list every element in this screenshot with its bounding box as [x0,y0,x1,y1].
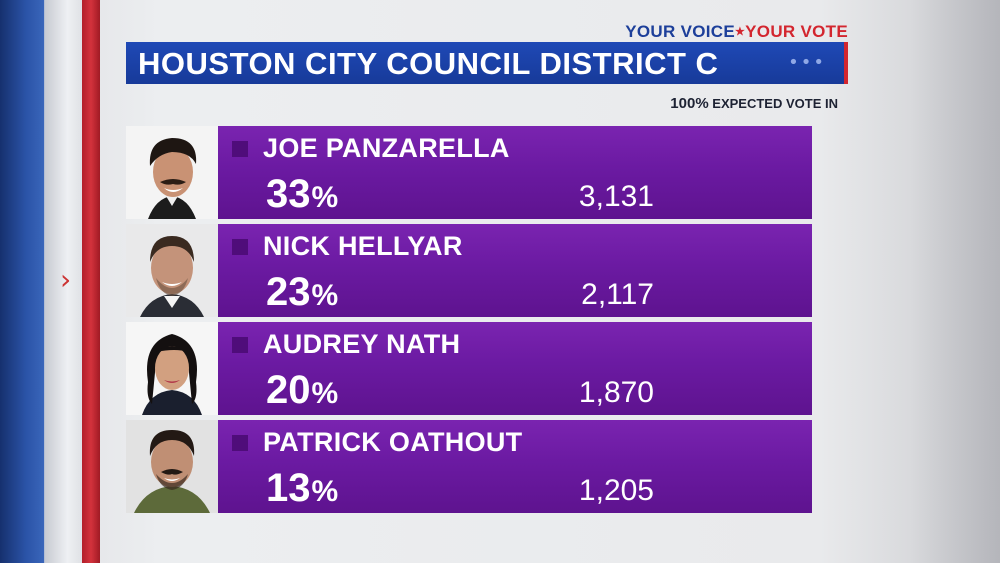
avatar-icon [126,224,218,317]
percent-sign: % [311,279,339,312]
expected-vote-label: EXPECTED VOTE IN [712,96,838,111]
candidate-votes: 1,205 [578,474,654,507]
candidate-votes: 3,131 [578,180,654,213]
candidate-votes: 2,117 [581,278,654,311]
party-swatch [232,337,248,353]
chevron-right-icon: › [60,263,72,296]
title-bar: HOUSTON CITY COUNCIL DISTRICT C ••• [126,42,848,84]
avatar-icon [126,420,218,513]
slogan-vote: YOUR VOTE [745,22,848,41]
candidate-bar: JOE PANZARELLA 33% 3,131 [218,126,812,219]
candidate-photo [126,322,218,415]
candidate-bar: AUDREY NATH 20% 1,870 [218,322,812,415]
party-swatch [232,239,248,255]
candidate-bar: NICK HELLYAR 23% 2,117 [218,224,812,317]
candidate-percent: 23% [266,270,338,315]
party-swatch [232,141,248,157]
candidate-name: JOE PANZARELLA [263,133,510,163]
candidate-name: PATRICK OATHOUT [263,427,523,457]
candidate-percent: 13% [266,466,338,511]
candidate-row: AUDREY NATH 20% 1,870 [126,322,812,415]
dots-icon: ••• [788,52,826,73]
avatar-icon [126,126,218,219]
candidate-votes: 1,870 [578,376,654,409]
candidate-row: NICK HELLYAR 23% 2,117 [126,224,812,317]
star-icon: ★ [735,26,746,38]
percent-sign: % [311,181,339,214]
percent-value: 23 [266,270,311,314]
candidate-row: PATRICK OATHOUT 13% 1,205 [126,420,812,513]
percent-value: 13 [266,466,311,510]
candidate-photo [126,420,218,513]
party-swatch [232,435,248,451]
white-pane-decor [46,0,82,563]
candidate-bar: PATRICK OATHOUT 13% 1,205 [218,420,812,513]
slogan: YOUR VOICE★YOUR VOTE [625,22,848,42]
percent-value: 33 [266,172,311,216]
candidate-name: NICK HELLYAR [263,231,463,261]
expected-vote-percent: 100% [670,95,709,112]
candidate-row: JOE PANZARELLA 33% 3,131 [126,126,812,219]
page-title: HOUSTON CITY COUNCIL DISTRICT C [138,46,719,81]
candidate-percent: 33% [266,172,338,217]
candidate-photo [126,224,218,317]
candidate-photo [126,126,218,219]
percent-sign: % [311,475,339,508]
slogan-voice: YOUR VOICE [625,22,735,41]
percent-sign: % [311,377,339,410]
avatar-icon [126,322,218,415]
candidate-name: AUDREY NATH [263,329,461,359]
candidate-percent: 20% [266,368,338,413]
right-shadow-decor [910,0,1000,563]
expected-vote-status: 100% EXPECTED VOTE IN [670,95,838,112]
red-stripe-decor [82,0,100,563]
percent-value: 20 [266,368,311,412]
blue-edge-decor [0,0,44,563]
